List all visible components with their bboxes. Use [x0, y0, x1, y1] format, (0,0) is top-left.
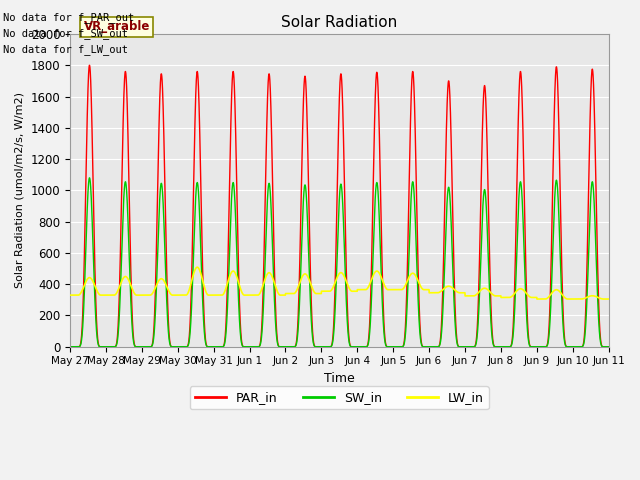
LW_in	[66, 292, 74, 298]
Y-axis label: Solar Radiation (umol/m2/s, W/m2): Solar Radiation (umol/m2/s, W/m2)	[15, 92, 25, 288]
SW_in	[182, 344, 189, 349]
Line: PAR_in: PAR_in	[70, 65, 609, 347]
SW_in	[554, 186, 561, 192]
SW_in	[605, 344, 612, 349]
SW_in	[401, 334, 409, 339]
PAR_in	[182, 344, 189, 349]
LW_in	[554, 287, 561, 293]
SW_in	[86, 175, 93, 180]
LW_in	[182, 292, 189, 298]
SW_in	[66, 344, 74, 349]
Text: No data for f_SW_out: No data for f_SW_out	[3, 28, 128, 39]
SW_in	[217, 344, 225, 349]
PAR_in	[66, 344, 74, 349]
SW_in	[605, 344, 612, 349]
SW_in	[392, 344, 399, 349]
LW_in	[401, 283, 409, 288]
LW_in	[193, 264, 201, 270]
PAR_in	[554, 79, 561, 85]
LW_in	[605, 296, 612, 302]
PAR_in	[401, 327, 409, 333]
PAR_in	[86, 62, 93, 68]
Text: VR_arable: VR_arable	[83, 20, 150, 33]
LW_in	[605, 296, 612, 302]
Line: SW_in: SW_in	[70, 178, 609, 347]
PAR_in	[217, 344, 225, 349]
Legend: PAR_in, SW_in, LW_in: PAR_in, SW_in, LW_in	[189, 386, 489, 409]
PAR_in	[392, 344, 399, 349]
Title: Solar Radiation: Solar Radiation	[281, 15, 397, 30]
LW_in	[533, 296, 541, 302]
Line: LW_in: LW_in	[70, 267, 609, 299]
X-axis label: Time: Time	[324, 372, 355, 385]
PAR_in	[605, 344, 612, 349]
LW_in	[392, 287, 399, 292]
Text: No data for f_PAR_out: No data for f_PAR_out	[3, 12, 134, 23]
LW_in	[217, 292, 225, 298]
Text: No data for f_LW_out: No data for f_LW_out	[3, 44, 128, 55]
PAR_in	[605, 344, 612, 349]
